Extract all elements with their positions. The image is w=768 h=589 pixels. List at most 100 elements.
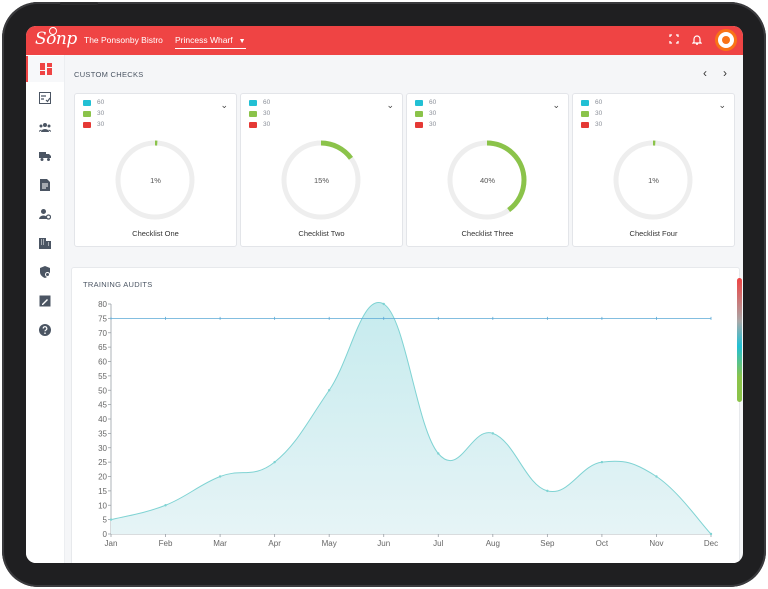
data-point	[218, 475, 222, 478]
legend-item: 60	[581, 99, 602, 106]
legend-item: 30	[83, 110, 104, 117]
sidebar-item-notes[interactable]	[26, 288, 64, 314]
legend-item: 30	[581, 110, 602, 117]
progress-donut	[281, 140, 361, 220]
chevron-down-icon[interactable]: ⌄	[552, 100, 560, 110]
data-point	[655, 475, 658, 478]
sidebar-item-checklists[interactable]	[26, 85, 64, 111]
legend-item: 30	[415, 110, 436, 117]
data-point	[382, 302, 385, 306]
donut-percent: 1%	[150, 176, 161, 185]
legend-item: 60	[249, 99, 270, 106]
chevron-right-icon[interactable]: ›	[723, 66, 727, 80]
data-point	[491, 432, 495, 435]
x-tick-label: Oct	[596, 539, 609, 548]
caret-down-icon: ▼	[238, 38, 246, 45]
expand-icon[interactable]	[669, 34, 679, 47]
sidebar-item-dashboard[interactable]	[26, 56, 64, 82]
y-tick-label: 70	[98, 329, 107, 338]
data-point	[327, 389, 331, 392]
donut-percent: 1%	[648, 176, 659, 185]
y-tick-label: 55	[98, 372, 107, 381]
document-icon	[40, 179, 50, 191]
edit-note-icon	[39, 295, 51, 307]
y-tick-label: 15	[98, 487, 107, 496]
card-title: Checklist Four	[629, 229, 678, 238]
x-tick-label: Mar	[213, 539, 227, 548]
y-tick-label: 80	[98, 300, 107, 309]
top-bar: Sonp The Ponsonby Bistro Princess Wharf ▼	[26, 26, 743, 55]
data-point	[600, 460, 604, 464]
shield-icon	[40, 266, 50, 278]
dashboard-icon	[40, 63, 52, 75]
section-title-training-audits: TRAINING AUDITS	[83, 280, 153, 289]
checklist-icon	[39, 92, 51, 104]
data-point	[109, 518, 113, 521]
chevron-left-icon[interactable]: ‹	[703, 66, 707, 80]
checklist-card[interactable]: 60 30 30 ⌄ 1% Checklist One	[74, 93, 237, 247]
y-tick-label: 45	[98, 401, 107, 410]
sidebar-item-deliveries[interactable]	[26, 143, 64, 169]
sidebar	[26, 55, 65, 563]
donut-percent: 15%	[313, 176, 329, 185]
data-point	[164, 504, 167, 507]
legend-item: 30	[581, 121, 602, 128]
avatar[interactable]	[715, 29, 737, 51]
section-title-custom-checks: CUSTOM CHECKS	[74, 70, 144, 79]
legend-item: 30	[415, 121, 436, 128]
card-title: Checklist Two	[298, 229, 345, 238]
sidebar-item-users[interactable]	[26, 114, 64, 140]
legend-item: 30	[249, 121, 270, 128]
y-tick-label: 65	[98, 343, 107, 352]
legend-item: 60	[415, 99, 436, 106]
building-icon	[39, 238, 51, 249]
y-tick-label: 30	[98, 444, 107, 453]
x-tick-label: Aug	[486, 539, 500, 548]
brand-logo[interactable]: Sonp	[35, 27, 77, 49]
checklist-card[interactable]: 60 30 30 ⌄ 15% Checklist Two	[240, 93, 403, 247]
x-tick-label: Jul	[433, 539, 443, 548]
sidebar-item-user-settings[interactable]	[26, 201, 64, 227]
sidebar-item-security[interactable]	[26, 259, 64, 285]
y-tick-label: 35	[98, 429, 107, 438]
y-tick-label: 0	[103, 530, 108, 539]
truck-icon	[39, 152, 51, 161]
help-icon	[39, 324, 51, 336]
x-tick-label: Nov	[649, 539, 663, 548]
x-tick-label: Jan	[105, 539, 118, 548]
progress-donut	[613, 140, 693, 220]
legend-item: 60	[83, 99, 104, 106]
user-settings-icon	[39, 209, 51, 220]
y-tick-label: 50	[98, 386, 107, 395]
scrollbar[interactable]	[737, 278, 742, 402]
bell-icon[interactable]	[691, 34, 703, 48]
device-button	[60, 2, 98, 5]
venue-name[interactable]: The Ponsonby Bistro	[84, 35, 163, 45]
x-tick-label: May	[322, 539, 337, 548]
series-area	[111, 302, 711, 534]
sidebar-item-documents[interactable]	[26, 172, 64, 198]
x-tick-label: Jun	[377, 539, 390, 548]
chevron-down-icon[interactable]: ⌄	[220, 100, 228, 110]
chevron-down-icon[interactable]: ⌄	[718, 100, 726, 110]
progress-donut	[447, 140, 527, 220]
y-tick-label: 5	[103, 516, 108, 525]
card-title: Checklist One	[132, 229, 179, 238]
legend-item: 30	[83, 121, 104, 128]
y-tick-label: 75	[98, 314, 107, 323]
y-tick-label: 25	[98, 458, 107, 467]
y-tick-label: 10	[98, 501, 107, 510]
legend-item: 30	[249, 110, 270, 117]
checklist-card[interactable]: 60 30 30 ⌄ 40% Checklist Three	[406, 93, 569, 247]
data-point	[546, 489, 549, 493]
sidebar-item-help[interactable]	[26, 317, 64, 343]
chevron-down-icon[interactable]: ⌄	[386, 100, 394, 110]
training-audits-chart: 0 5 10 15 20 25 30 35 40 45 50 55 60 65 70 75 80 Jan Feb Ma…	[98, 300, 718, 548]
donut-percent: 40%	[479, 176, 495, 185]
sidebar-item-venues[interactable]	[26, 230, 64, 256]
location-select[interactable]: Princess Wharf ▼	[175, 35, 246, 49]
training-audits-panel: TRAINING AUDITS 0 5 10 15 20 25 30 35 40 45 50 55 60…	[71, 267, 740, 563]
checklist-card[interactable]: 60 30 30 ⌄ 1% Checklist Four	[572, 93, 735, 247]
y-tick-label: 20	[98, 473, 107, 482]
data-point	[273, 460, 276, 464]
